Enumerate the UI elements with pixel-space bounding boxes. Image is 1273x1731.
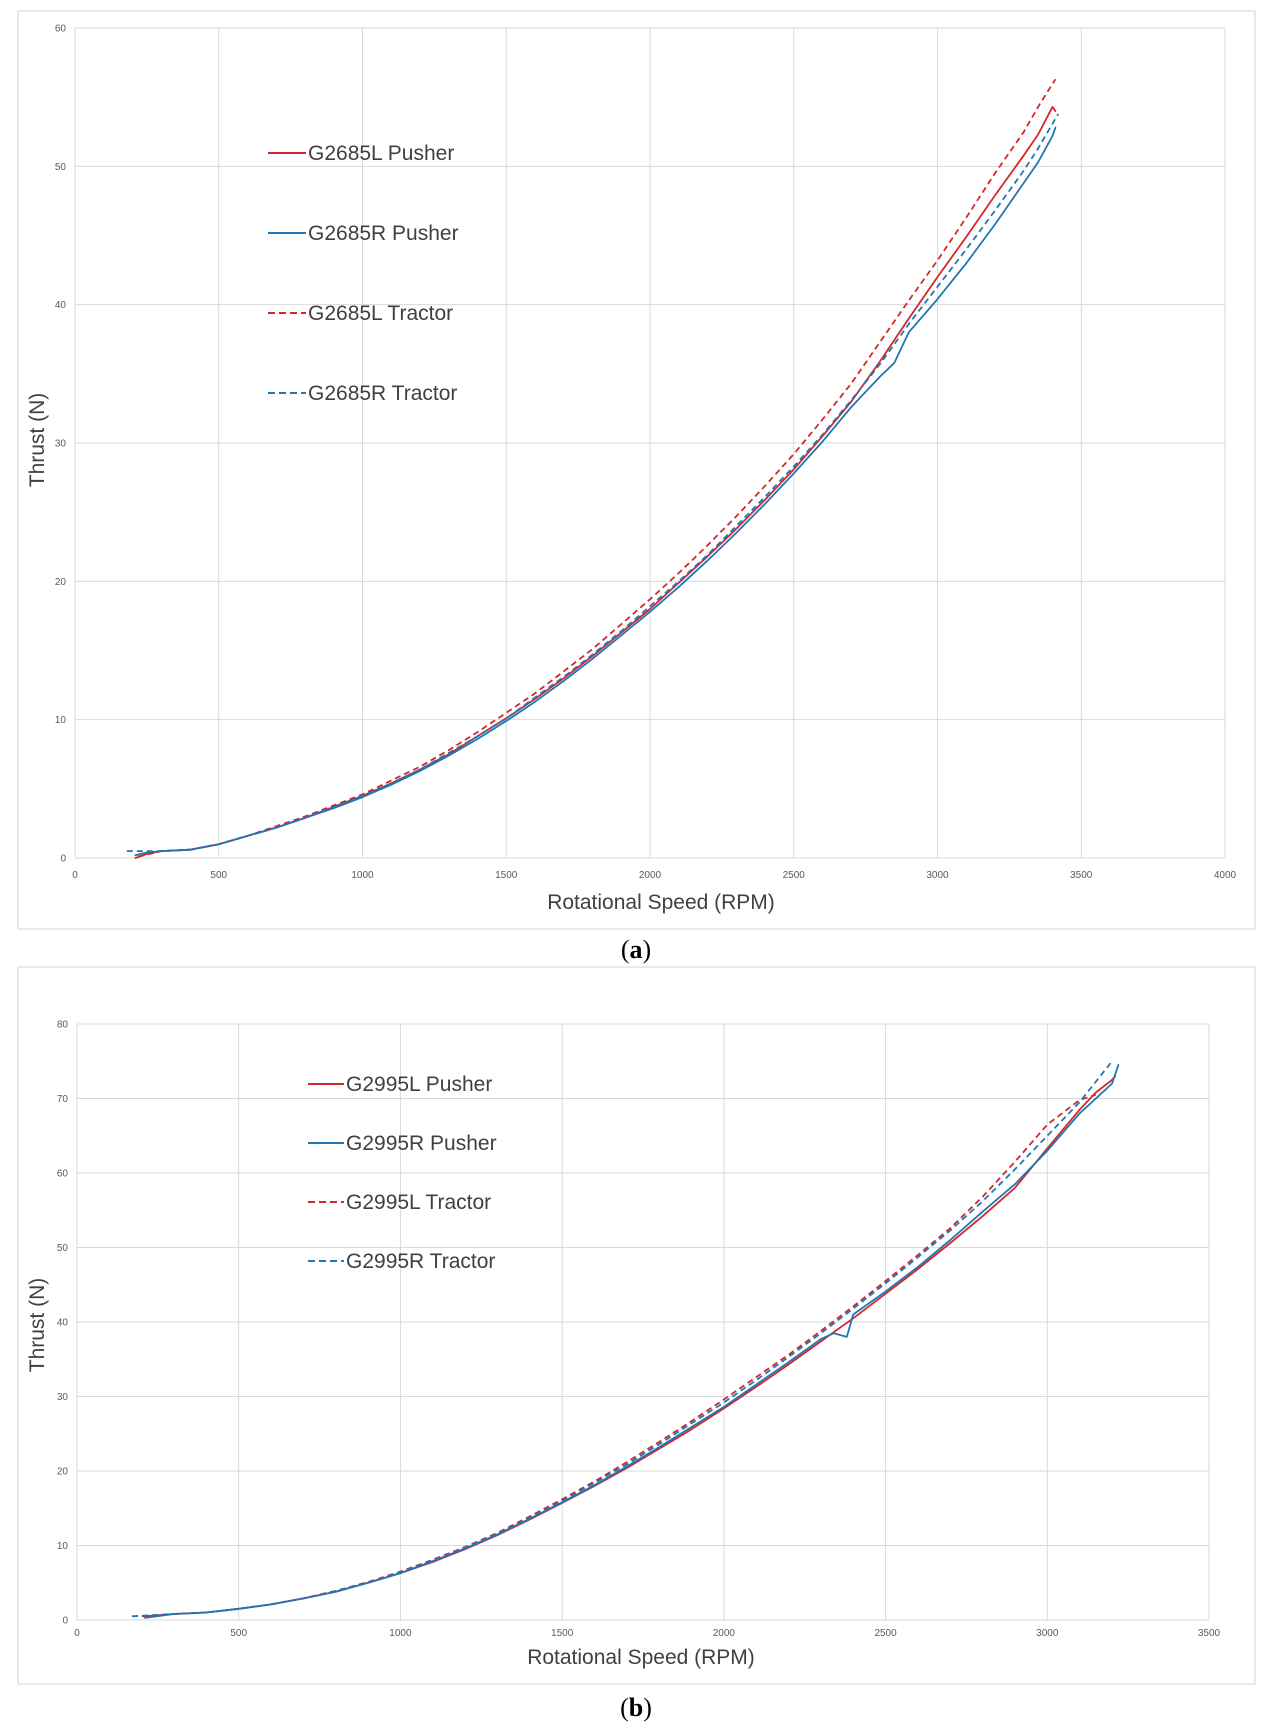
chart-b-y-tick-4: 40: [57, 1318, 69, 1329]
chart-a-panel-letter: a: [630, 935, 643, 964]
chart-b-series-line-3: [131, 1060, 1113, 1618]
chart-b-y-tick-3: 30: [57, 1392, 69, 1403]
chart-a-x-ticks: 0 500 1000 1500 2000 2500 3000 3500 4000: [72, 870, 1236, 881]
chart-a-xlabel: Rotational Speed (RPM): [547, 891, 775, 914]
chart-a-y-ticks: 0 10 20 30 40 50 60: [55, 24, 67, 865]
chart-a-x-tick-0: 0: [72, 870, 78, 881]
chart-a-legend: G2685L Pusher G2685R Pusher G2685L Tractor…: [268, 142, 459, 405]
chart-a-y-tick-6: 60: [55, 24, 67, 35]
chart-a-panel-close: ): [643, 935, 652, 964]
chart-b-series-line-1: [144, 1064, 1120, 1619]
chart-b-frame: [17, 966, 1256, 1685]
chart-b-ylabel: Thrust (N): [26, 1278, 49, 1373]
chart-a-x-tick-6: 3000: [926, 870, 949, 881]
chart-a-legend-label-1: G2685R Pusher: [308, 222, 459, 245]
chart-a-y-tick-1: 10: [55, 715, 67, 726]
chart-b-y-tick-8: 80: [57, 1020, 69, 1031]
chart-b: 0 500 1000 1500 2000 2500 3000 3500 0 10 20 30 40 50…: [26, 1020, 1221, 1670]
chart-b-y-tick-0: 0: [62, 1616, 68, 1627]
chart-a-legend-label-0: G2685L Pusher: [308, 142, 454, 165]
chart-a-series-line-3: [126, 113, 1060, 852]
chart-a-frame: [17, 10, 1256, 930]
chart-b-legend-label-2: G2995L Tractor: [346, 1191, 491, 1214]
chart-a-x-tick-5: 2500: [783, 870, 806, 881]
chart-b-y-tick-1: 10: [57, 1541, 69, 1552]
chart-a-x-tick-8: 4000: [1214, 870, 1237, 881]
chart-b-y-tick-6: 60: [57, 1169, 69, 1180]
chart-a-x-tick-2: 1000: [351, 870, 374, 881]
chart-b-grid: [76, 1023, 1210, 1621]
chart-b-legend-label-0: G2995L Pusher: [346, 1073, 492, 1096]
chart-b-y-tick-7: 70: [57, 1094, 69, 1105]
chart-a-y-tick-5: 50: [55, 162, 67, 173]
chart-a-ylabel: Thrust (N): [26, 393, 49, 488]
chart-b-legend-label-1: G2995R Pusher: [346, 1132, 497, 1155]
chart-b-x-tick-4: 2000: [713, 1628, 736, 1639]
chart-b-x-tick-0: 0: [74, 1628, 80, 1639]
chart-a-x-tick-3: 1500: [495, 870, 518, 881]
chart-a-y-tick-4: 40: [55, 300, 67, 311]
chart-b-x-tick-3: 1500: [551, 1628, 574, 1639]
chart-b-x-tick-2: 1000: [389, 1628, 412, 1639]
chart-a-y-tick-0: 0: [60, 854, 66, 865]
chart-a-panel-open: (: [621, 935, 630, 964]
chart-b-x-tick-5: 2500: [874, 1628, 897, 1639]
chart-b-legend: G2995L Pusher G2995R Pusher G2995L Tractor…: [308, 1073, 497, 1273]
chart-b-panel-close: ): [643, 1693, 652, 1722]
chart-b-panel-open: (: [620, 1693, 629, 1722]
chart-b-legend-label-3: G2995R Tractor: [346, 1250, 495, 1273]
chart-a-panel-label: (a): [621, 935, 651, 964]
chart-b-x-tick-6: 3000: [1036, 1628, 1059, 1639]
chart-a-series: [126, 78, 1060, 859]
chart-b-y-tick-5: 50: [57, 1243, 69, 1254]
chart-b-panel-letter: b: [629, 1693, 643, 1722]
chart-b-xlabel: Rotational Speed (RPM): [527, 1646, 755, 1669]
chart-a-x-tick-4: 2000: [639, 870, 662, 881]
chart-a-y-tick-3: 30: [55, 439, 67, 450]
chart-a-y-tick-2: 20: [55, 577, 67, 588]
chart-b-panel-label: (b): [620, 1693, 652, 1722]
chart-a-x-tick-7: 3500: [1070, 870, 1093, 881]
chart-b-x-tick-1: 500: [230, 1628, 247, 1639]
chart-a-x-tick-1: 500: [210, 870, 227, 881]
chart-b-x-ticks: 0 500 1000 1500 2000 2500 3000 3500: [74, 1628, 1220, 1639]
chart-a-grid: [74, 27, 1226, 859]
chart-b-y-tick-2: 20: [57, 1467, 69, 1478]
chart-b-x-tick-7: 3500: [1198, 1628, 1221, 1639]
chart-b-series: [131, 1060, 1120, 1619]
chart-b-y-ticks: 0 10 20 30 40 50 60 70 80: [57, 1020, 69, 1627]
chart-a: 0 500 1000 1500 2000 2500 3000 3500 4000 0 10 20 30…: [26, 24, 1237, 915]
chart-a-legend-label-3: G2685R Tractor: [308, 382, 457, 405]
chart-a-legend-label-2: G2685L Tractor: [308, 302, 453, 325]
